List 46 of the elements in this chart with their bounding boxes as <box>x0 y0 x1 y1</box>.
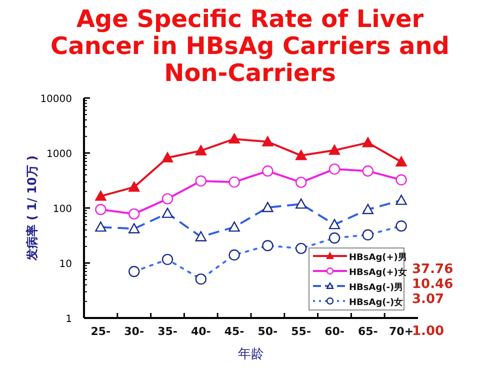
y-tick-label: 1000 <box>46 149 72 160</box>
x-tick-label: 70+ <box>389 325 414 338</box>
point <box>262 165 274 177</box>
point <box>228 176 240 188</box>
point <box>128 181 140 192</box>
y-tick-label: 100 <box>52 204 72 215</box>
x-tick-label: 65- <box>358 325 378 338</box>
point <box>95 204 106 216</box>
point <box>396 174 407 186</box>
x-axis-title: 年龄 <box>238 347 264 362</box>
annotation: 37.76 <box>412 262 454 277</box>
x-tick-label: 25- <box>90 325 111 338</box>
point <box>328 163 340 175</box>
legend-label: HBsAg(+)女 <box>349 267 407 278</box>
x-tick-label: 40- <box>190 325 211 338</box>
point <box>128 208 140 220</box>
annotation: 10.46 <box>412 277 454 292</box>
point <box>362 165 374 177</box>
point <box>296 150 307 160</box>
point <box>162 152 174 162</box>
annotation: 3.07 <box>412 292 444 307</box>
title: Age Specific Rate of Liver Cancer in HBsAg Carriers and Non-Carriers <box>50 5 450 87</box>
point <box>328 144 340 155</box>
y-tick-label: 10000 <box>40 94 72 105</box>
point <box>262 136 274 146</box>
point <box>195 175 206 187</box>
x-tick-label: 35- <box>158 325 178 338</box>
legend-label: HBsAg(+)男 <box>349 252 407 263</box>
y-axis-title: 发病率 ( 1/ 10万 ) <box>25 155 39 262</box>
point <box>362 137 374 148</box>
text: 1.00 <box>412 324 444 339</box>
y-tick-label: 10 <box>59 259 72 270</box>
legend-label: HBsAg(-)女 <box>349 297 404 308</box>
point <box>396 156 407 166</box>
legend-label: HBsAg(-)男 <box>349 282 404 293</box>
x-tick-label: 50- <box>258 325 278 338</box>
point <box>228 133 240 144</box>
x-tick-label: 60- <box>324 325 344 338</box>
point <box>296 176 307 188</box>
point <box>95 190 106 201</box>
x-tick-label: 30- <box>124 325 144 338</box>
x-tick-label: 45- <box>224 325 244 338</box>
y-tick-label: 1 <box>66 314 72 325</box>
point <box>195 145 206 156</box>
point <box>162 193 174 204</box>
x-tick-label: 55- <box>291 325 312 338</box>
